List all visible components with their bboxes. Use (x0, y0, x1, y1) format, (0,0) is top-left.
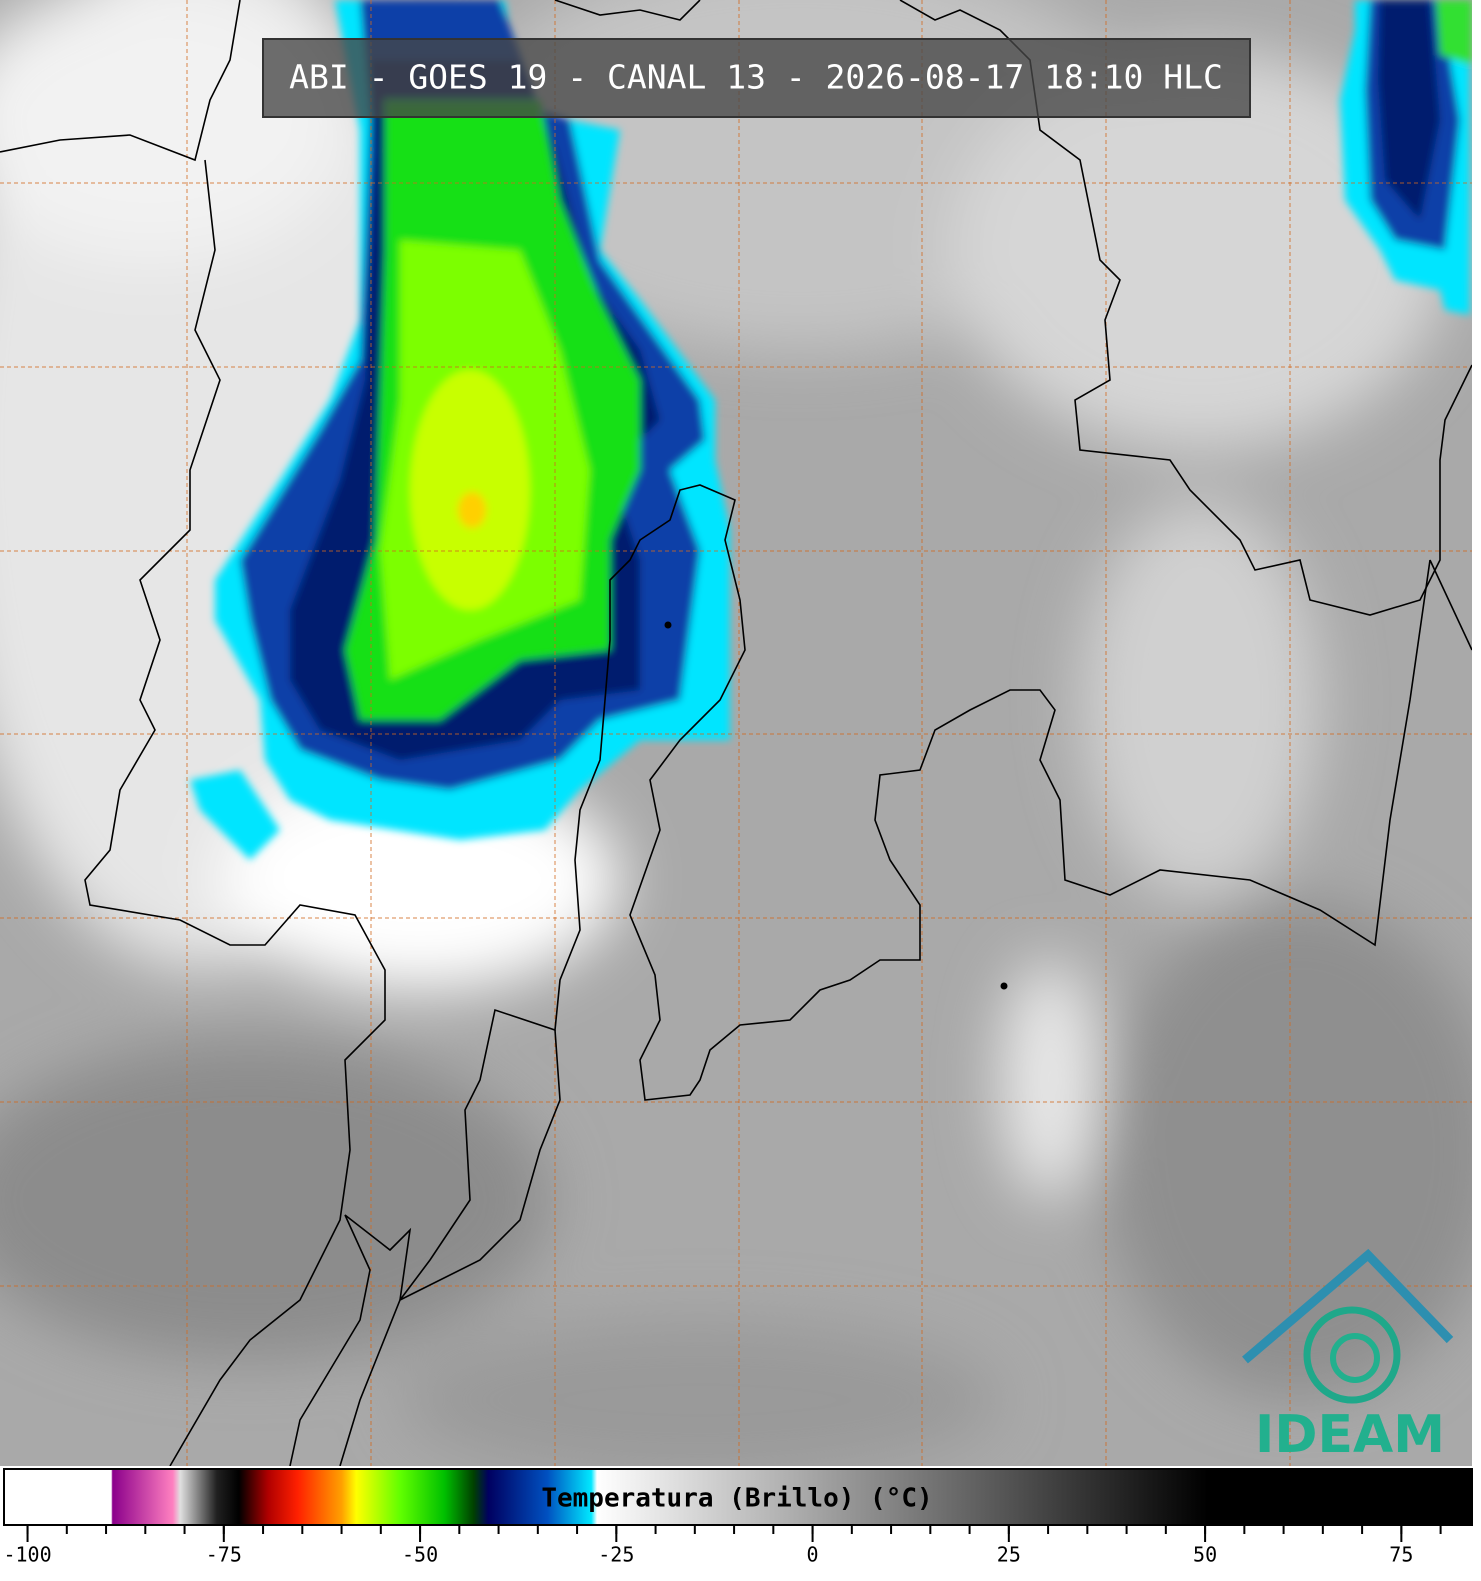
colorbar-label: Temperatura (Brillo) (°C) (541, 1484, 932, 1514)
colorbar-tick-label: -75 (206, 1543, 242, 1567)
lat-lon-grid (0, 0, 1472, 1466)
colorbar-tick-label: 25 (997, 1543, 1021, 1567)
colorbar-tick-label: 75 (1389, 1543, 1413, 1567)
colorbar-tick-label: -25 (598, 1543, 634, 1567)
colorbar-tick-label: 50 (1193, 1543, 1217, 1567)
colorbar-tick-label: -50 (402, 1543, 438, 1567)
ideam-logo-mark (1242, 1248, 1454, 1404)
colorbar: Temperatura (Brillo) (°C) (3, 1468, 1473, 1526)
logo-text: IDEAM (1255, 1405, 1445, 1465)
colorbar-tick-label: -100 (3, 1543, 51, 1567)
satellite-map: IDEAM (0, 0, 1472, 1466)
title: ABI - GOES 19 - CANAL 13 - 2026-08-17 18… (289, 58, 1223, 97)
political-borders (0, 0, 1472, 1466)
colorbar-gradient (3, 1468, 1473, 1526)
colorbar-tick-label: 0 (807, 1543, 819, 1567)
title-box (262, 38, 1251, 118)
